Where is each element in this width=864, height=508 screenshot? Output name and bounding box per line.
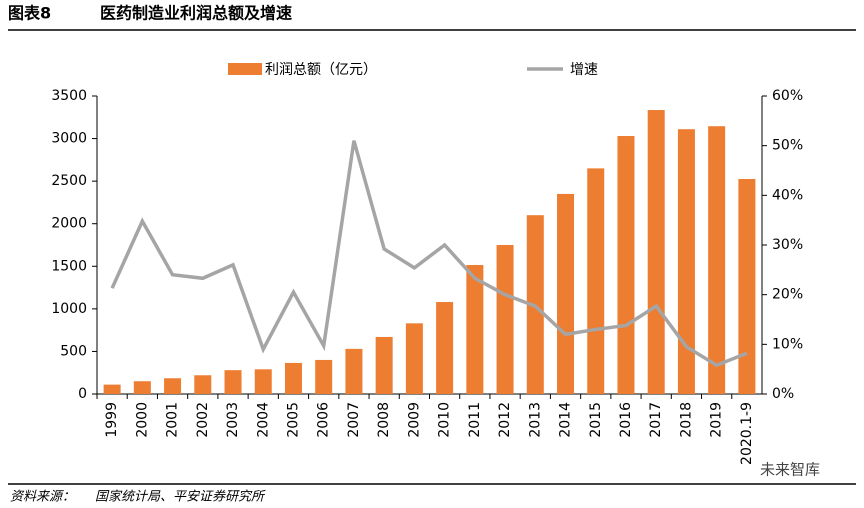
chart-title: 医药制造业利润总额及增速	[100, 4, 292, 23]
x-tick-label: 2000	[134, 402, 150, 438]
bar	[405, 323, 423, 394]
y2-tick-label: 30%	[772, 237, 803, 253]
bar	[284, 362, 302, 394]
x-tick-label: 2015	[588, 402, 604, 438]
x-tick-label: 2010	[437, 402, 453, 438]
x-tick-label: 2005	[285, 402, 301, 438]
watermark: 未来智库	[760, 461, 820, 479]
y2-tick-label: 40%	[772, 187, 803, 203]
x-tick-label: 2002	[195, 402, 211, 438]
bar	[224, 370, 242, 394]
legend-label: 利润总额（亿元）	[265, 62, 377, 78]
bar	[647, 110, 665, 394]
x-tick-label: 2014	[558, 402, 574, 438]
figure-number: 图表8	[8, 4, 51, 23]
y-tick-label: 1500	[51, 258, 87, 274]
bar	[496, 245, 514, 394]
bar	[677, 129, 695, 394]
bar	[557, 193, 575, 394]
source-label: 资料来源：	[10, 490, 75, 505]
x-tick-label: 2003	[225, 402, 241, 438]
bar	[254, 369, 272, 394]
y-tick-label: 0	[78, 386, 87, 402]
bar	[708, 126, 726, 395]
x-tick-label: 2017	[648, 402, 664, 438]
x-tick-label: 2007	[346, 402, 362, 438]
y-tick-label: 3000	[51, 131, 87, 147]
bar	[103, 384, 121, 394]
x-tick-label: 2012	[497, 402, 513, 438]
bar	[194, 375, 212, 394]
x-tick-label: 2001	[165, 402, 181, 438]
bar	[738, 179, 756, 394]
y-tick-label: 2000	[51, 216, 87, 232]
bar	[164, 378, 182, 394]
bar	[587, 168, 605, 394]
bar	[133, 381, 151, 394]
x-tick-label: 2013	[527, 402, 543, 438]
x-tick-label: 2008	[376, 402, 392, 438]
y2-tick-label: 10%	[772, 336, 803, 352]
bar	[436, 302, 454, 394]
x-tick-label: 2016	[618, 402, 634, 438]
x-tick-label: 2006	[316, 402, 332, 438]
legend-label: 增速	[570, 62, 598, 78]
y-tick-label: 2500	[51, 173, 87, 189]
y2-tick-label: 0%	[772, 386, 794, 402]
legend-swatch	[228, 63, 262, 75]
bar	[345, 348, 363, 394]
bar	[315, 359, 333, 394]
bar	[375, 336, 393, 394]
x-tick-label: 2019	[709, 402, 725, 438]
bar	[466, 265, 484, 394]
y-tick-label: 3500	[51, 88, 87, 104]
source: 国家统计局、平安证券研究所	[95, 489, 266, 505]
x-tick-label: 2004	[255, 402, 271, 438]
y-tick-label: 1000	[51, 301, 87, 317]
bar	[617, 136, 635, 394]
y2-tick-label: 20%	[772, 287, 803, 303]
x-tick-label: 2011	[467, 402, 483, 438]
y2-tick-label: 50%	[772, 138, 803, 154]
x-tick-label: 2009	[406, 402, 422, 438]
y-tick-label: 500	[60, 343, 87, 359]
x-tick-label: 1999	[104, 402, 120, 438]
y2-tick-label: 60%	[772, 88, 803, 104]
x-tick-label: 2018	[678, 402, 694, 438]
x-tick-label: 2020.1-9	[739, 402, 755, 465]
line	[110, 140, 748, 368]
